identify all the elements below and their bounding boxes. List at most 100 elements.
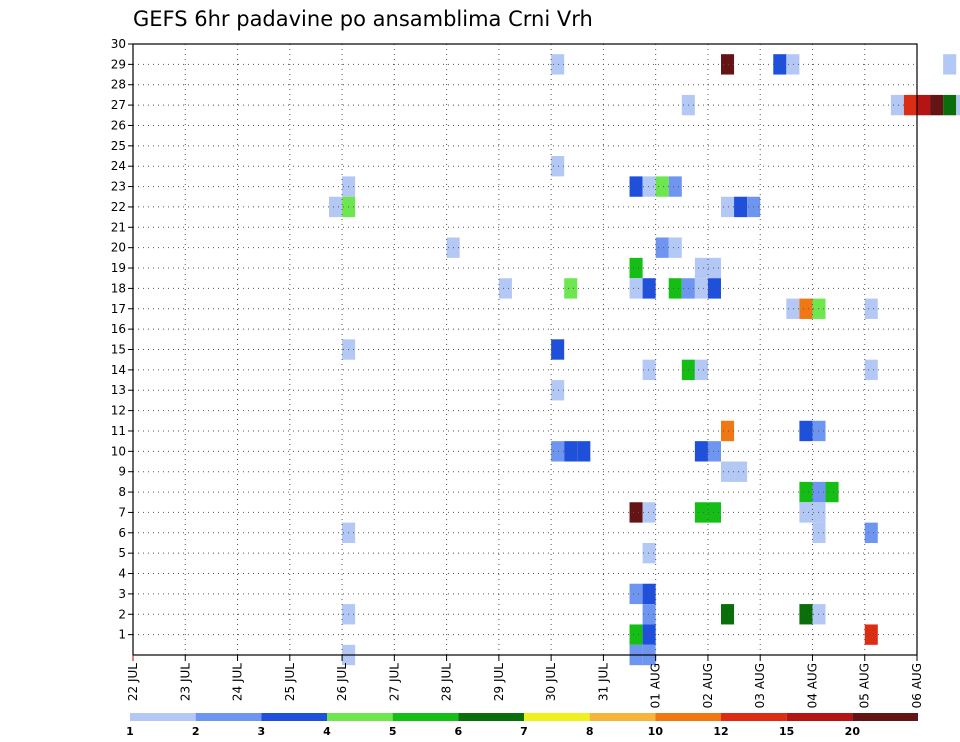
legend-label: 8 bbox=[586, 725, 594, 738]
heatmap-cell bbox=[629, 624, 643, 645]
y-tick-label: 5 bbox=[118, 546, 126, 560]
heatmap-cell bbox=[642, 278, 656, 299]
heatmap-cell bbox=[734, 461, 748, 482]
heatmap-cell bbox=[498, 278, 512, 299]
chart-title: GEFS 6hr padavine po ansamblima Crni Vrh bbox=[133, 7, 593, 31]
heatmap-cell bbox=[812, 604, 826, 625]
heatmap-cell bbox=[721, 54, 735, 75]
legend-label: 5 bbox=[389, 725, 397, 738]
x-tick-label: 23 JUL bbox=[178, 663, 192, 701]
heatmap-cell bbox=[629, 502, 643, 523]
plot-frame bbox=[132, 43, 918, 656]
heatmap-cell bbox=[668, 278, 682, 299]
heatmap-cell bbox=[825, 481, 839, 503]
heatmap-cell bbox=[642, 176, 656, 197]
legend-swatch bbox=[392, 713, 459, 721]
legend-swatch bbox=[852, 713, 918, 721]
y-tick-label: 10 bbox=[111, 444, 126, 458]
heatmap-cell bbox=[694, 502, 708, 523]
heatmap-cell bbox=[930, 94, 944, 116]
y-tick-label: 7 bbox=[118, 505, 126, 519]
x-tick-label: 28 JUL bbox=[440, 663, 454, 701]
x-tick-label: 27 JUL bbox=[387, 663, 401, 701]
y-tick-label: 12 bbox=[111, 404, 126, 418]
heatmap-cell bbox=[799, 298, 813, 319]
heatmap-cell bbox=[812, 420, 826, 442]
heatmap-cell bbox=[694, 257, 708, 279]
heatmap-cell bbox=[707, 441, 721, 462]
heatmap-cell bbox=[329, 196, 343, 218]
heatmap-cell bbox=[812, 522, 826, 543]
y-axis-ensemble-members: 1234567891011121314151617181920212223242… bbox=[111, 37, 133, 642]
heatmap-cell bbox=[551, 54, 565, 75]
heatmap-cell bbox=[903, 94, 917, 116]
heatmap-cell bbox=[642, 359, 656, 381]
y-tick-label: 28 bbox=[111, 78, 126, 92]
heatmap-cell bbox=[551, 380, 565, 401]
legend-label: 3 bbox=[258, 725, 266, 738]
x-tick-label: 01 AUG bbox=[649, 663, 663, 708]
heatmap-cell bbox=[786, 54, 800, 75]
x-axis-dates: 22 JUL 23 JUL 24 JUL 25 JUL 26 JUL 27 JUL 28 J… bbox=[126, 655, 924, 708]
y-tick-label: 16 bbox=[111, 322, 126, 336]
heatmap-cell bbox=[629, 583, 643, 605]
legend-swatch bbox=[327, 713, 393, 721]
heatmap-cell bbox=[812, 502, 826, 523]
x-tick-label: 06 AUG bbox=[910, 663, 924, 708]
heatmap-cell bbox=[564, 441, 578, 462]
heatmap-cell bbox=[655, 237, 669, 258]
heatmap-cell bbox=[707, 257, 721, 279]
y-tick-label: 9 bbox=[118, 465, 126, 479]
heatmap-cell bbox=[551, 441, 565, 462]
x-tick-label: 26 JUL bbox=[335, 663, 349, 701]
heatmap-cell bbox=[694, 278, 708, 299]
x-tick-label: 22 JUL bbox=[126, 663, 140, 701]
heatmap-cell bbox=[721, 461, 735, 482]
heatmap-cell bbox=[564, 278, 578, 299]
heatmap-cell bbox=[799, 502, 813, 523]
heatmap-cell bbox=[642, 542, 656, 564]
heatmap-cell bbox=[551, 156, 565, 177]
y-tick-label: 29 bbox=[111, 57, 126, 71]
y-tick-label: 14 bbox=[111, 363, 126, 377]
heatmap-cell bbox=[668, 237, 682, 258]
y-tick-label: 13 bbox=[111, 383, 126, 397]
heatmap-cell bbox=[642, 502, 656, 523]
legend-swatch bbox=[261, 713, 327, 721]
heatmap-cell bbox=[799, 604, 813, 625]
y-tick-label: 22 bbox=[111, 200, 126, 214]
heatmap-cell bbox=[786, 298, 800, 319]
legend-label: 4 bbox=[323, 725, 331, 738]
y-tick-label: 8 bbox=[118, 485, 126, 499]
x-tick-label: 25 JUL bbox=[283, 663, 297, 701]
y-tick-label: 6 bbox=[118, 526, 126, 540]
heatmap-cell bbox=[812, 481, 826, 503]
heatmap-cell bbox=[890, 94, 904, 116]
heatmap-cell bbox=[917, 94, 931, 116]
heatmap-cell bbox=[629, 257, 643, 279]
heatmap-cell bbox=[668, 176, 682, 197]
legend-swatch bbox=[589, 713, 656, 721]
heatmap-cell bbox=[707, 502, 721, 523]
heatmap-cell bbox=[799, 481, 813, 503]
heatmap-cell bbox=[864, 298, 878, 319]
x-tick-label: 30 JUL bbox=[544, 663, 558, 701]
y-tick-label: 24 bbox=[111, 159, 126, 173]
heatmap-cell bbox=[642, 583, 656, 605]
legend-label: 12 bbox=[713, 725, 728, 738]
heatmap-cell bbox=[773, 54, 787, 75]
x-tick-label: 03 AUG bbox=[753, 663, 767, 708]
y-tick-label: 2 bbox=[118, 607, 126, 621]
y-tick-label: 4 bbox=[118, 567, 126, 581]
heatmap-cell bbox=[864, 359, 878, 381]
x-tick-label: 24 JUL bbox=[231, 663, 245, 701]
legend-label: 1 bbox=[126, 725, 134, 738]
heatmap-cell bbox=[721, 420, 735, 442]
heatmap-cell bbox=[694, 359, 708, 381]
legend-label: 7 bbox=[520, 725, 528, 738]
legend-label: 20 bbox=[845, 725, 861, 738]
x-tick-label: 29 JUL bbox=[492, 663, 506, 701]
heatmap-cell bbox=[642, 624, 656, 645]
x-tick-label: 31 JUL bbox=[596, 663, 610, 701]
